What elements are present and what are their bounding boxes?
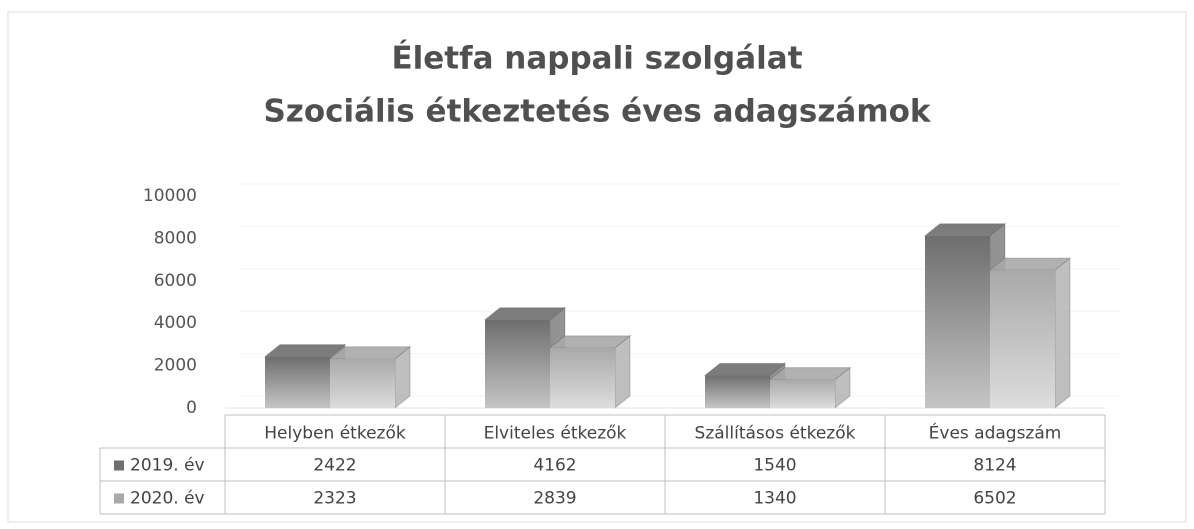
bar-shine [770,379,835,408]
y-tick-label: 4000 [154,313,197,333]
y-tick-label: 10000 [143,186,197,206]
bar-shine [485,319,550,408]
bar-side [1054,257,1071,410]
bar-top [328,346,412,360]
bar-shine [265,356,330,408]
x-tick-label: Helyben étkezők [264,424,406,444]
x-tick-label: Éves adagszám [929,422,1062,444]
table-value: 2422 [313,456,356,476]
bar-shine [550,347,615,408]
chart-frame [7,11,1187,523]
bar-top [988,257,1072,271]
bar-shine [705,375,770,408]
y-tick-label: 8000 [154,228,197,248]
bar-top [548,335,632,349]
table-value: 4162 [533,456,576,476]
table-value: 2323 [313,489,356,509]
legend-label: 2020. év [130,489,205,509]
bar-top [768,367,852,381]
x-tick-label: Elviteles étkezők [484,424,627,444]
table-value: 6502 [973,489,1016,509]
table-value: 8124 [973,456,1016,476]
legend-key [114,493,124,504]
bar-top [703,362,787,376]
x-tick-label: Szállításos étkezők [695,424,856,444]
chart-subtitle: Szociális étkeztetés éves adagszámok [263,94,931,130]
legend-key [114,460,124,471]
table-value: 1540 [753,456,796,476]
bar-shine [330,358,395,408]
bar-top [263,344,347,358]
bar-shine [925,235,990,408]
chart-title: Életfa nappali szolgálat [391,41,802,77]
legend-label: 2019. év [130,456,205,476]
y-tick-label: 0 [186,398,197,418]
y-tick-label: 2000 [154,356,197,376]
bar-top [483,307,567,321]
table-value: 2839 [533,489,576,509]
table-value: 1340 [753,489,796,509]
y-tick-label: 6000 [154,271,197,291]
bar-shine [990,270,1055,408]
bar-top [923,223,1007,237]
